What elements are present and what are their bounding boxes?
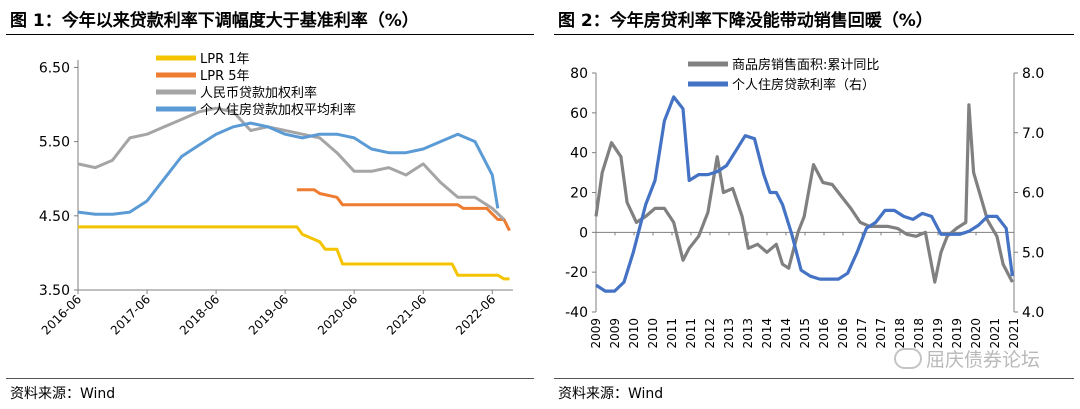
chart-1-series-line	[78, 225, 510, 281]
chart-2-left-tick-label: 80	[570, 66, 588, 82]
chart-2-left-tick-label: 40	[570, 146, 588, 162]
chart-1-x-tick-label: 2021-06	[384, 292, 429, 337]
chart-2-left-tick-label: 20	[570, 186, 588, 202]
chart-2-series-line	[595, 95, 1014, 293]
chart-2-x-tick-label: 2010	[627, 318, 641, 349]
chart-2-x-tick-label: 2012	[703, 318, 717, 349]
chart-1-title: 图 1：今年以来贷款利率下调幅度大于基准利率（%）	[10, 11, 419, 31]
chart-2-x-tick-label: 2021	[1007, 318, 1021, 349]
chart-2-x-tick-label: 2014	[760, 318, 774, 349]
chart-2-x-tick-label: 2019	[950, 318, 964, 349]
chart-1-y-tick-label: 3.50	[39, 283, 70, 299]
chart-1-legend-label: LPR 5年	[200, 69, 250, 84]
chart-2-legend-label: 个人住房贷款利率（右）	[732, 77, 875, 93]
chart-2-right-tick-label: 5.0	[1022, 245, 1044, 261]
chart-2-left-tick-label: 0	[579, 225, 588, 241]
chart-2-x-tick-label: 2013	[741, 318, 755, 349]
chart-2-right-tick-label: 6.0	[1022, 186, 1044, 202]
chart-2-x-tick-label: 2013	[722, 318, 736, 349]
chart-2-left-tick-label: -20	[565, 265, 588, 281]
wechat-icon	[893, 348, 922, 369]
chart-1-series-line	[296, 188, 511, 232]
chart-2-right-tick-label: 7.0	[1022, 126, 1044, 142]
chart-2-x-tick-label: 2011	[684, 318, 698, 349]
chart-1-legend-label: 人民币贷款加权利率	[200, 85, 317, 101]
chart-2-x-tick-label: 2016	[836, 318, 850, 349]
chart-2-x-tick-label: 2017	[855, 318, 869, 349]
chart-2-x-tick-label: 2018	[912, 318, 926, 349]
chart-2-x-tick-label: 2016	[817, 318, 831, 349]
watermark-text: 屈庆债券论坛	[925, 349, 1040, 371]
chart-2-series-line	[594, 103, 1014, 284]
chart-2-legend-label: 商品房销售面积:累计同比	[732, 57, 879, 73]
chart-2-x-tick-label: 2015	[798, 318, 812, 349]
chart-2-x-tick-label: 2020	[969, 318, 983, 349]
chart-2-source: 资料来源：Wind	[558, 386, 664, 402]
chart-2-x-tick-label: 2009	[589, 318, 603, 349]
chart-2-top-rule	[554, 34, 1074, 35]
chart-1-y-tick-label: 5.50	[39, 135, 70, 151]
chart-2-x-tick-label: 2011	[665, 318, 679, 349]
chart-2-plot: -40 -20 0 20 40 60 80 4.0 5.0 6.0 7.0 8.0 2009 2009 20…	[565, 57, 1044, 349]
watermark: 屈庆债券论坛	[893, 345, 1040, 372]
chart-1-legend-label: LPR 1年	[200, 52, 250, 67]
chart-2-x-tick-label: 2019	[931, 318, 945, 349]
chart-2-x-tick-label: 2018	[893, 318, 907, 349]
chart-1-x-tick-label: 2017-06	[108, 292, 153, 337]
chart-1-y-tick-label: 4.50	[39, 209, 70, 225]
chart-2-x-tick-label: 2009	[608, 318, 622, 349]
chart-1-plot: 3.50 4.50 5.50 6.50 2016-06 2017-06 2018-06 201…	[39, 52, 513, 338]
chart-1-x-tick-label: 2022-06	[453, 292, 498, 337]
chart-2-title: 图 2：今年房贷利率下降没能带动销售回暖（%）	[558, 11, 933, 31]
chart-2-right-tick-label: 8.0	[1022, 66, 1044, 82]
chart-1-legend-label: 个人住房贷款加权平均利率	[200, 102, 356, 118]
chart-1-x-tick-label: 2020-06	[315, 292, 360, 337]
chart-2-right-tick-label: 4.0	[1022, 305, 1044, 321]
chart-1-series-line	[77, 106, 506, 221]
chart-2-left-tick-label: -40	[565, 305, 588, 321]
chart-2-x-tick-label: 2010	[646, 318, 660, 349]
chart-2-left-tick-label: 60	[570, 106, 588, 122]
chart-1-series-line	[77, 121, 500, 216]
chart-2-x-tick-label: 2021	[988, 318, 1002, 349]
chart-2-bottom-rule	[554, 378, 1074, 379]
chart-1-top-rule	[6, 34, 534, 35]
chart-panel-2: 图 2：今年房贷利率下降没能带动销售回暖（%） -40 -20 0 20 40 60 80 4…	[548, 0, 1080, 409]
chart-1-x-tick-label: 2019-06	[246, 292, 291, 337]
chart-1-x-tick-label: 2016-06	[39, 292, 84, 337]
chart-1-x-tick-label: 2018-06	[177, 292, 222, 337]
chart-2-x-tick-label: 2017	[874, 318, 888, 349]
chart-1-bottom-rule	[6, 378, 534, 379]
chart-1-y-tick-label: 6.50	[39, 60, 70, 76]
chart-2-x-tick-label: 2014	[779, 318, 793, 349]
chart-panel-1: 图 1：今年以来贷款利率下调幅度大于基准利率（%） 3.50 4.50 5.50 6.…	[6, 11, 534, 402]
chart-1-source: 资料来源：Wind	[10, 386, 116, 402]
